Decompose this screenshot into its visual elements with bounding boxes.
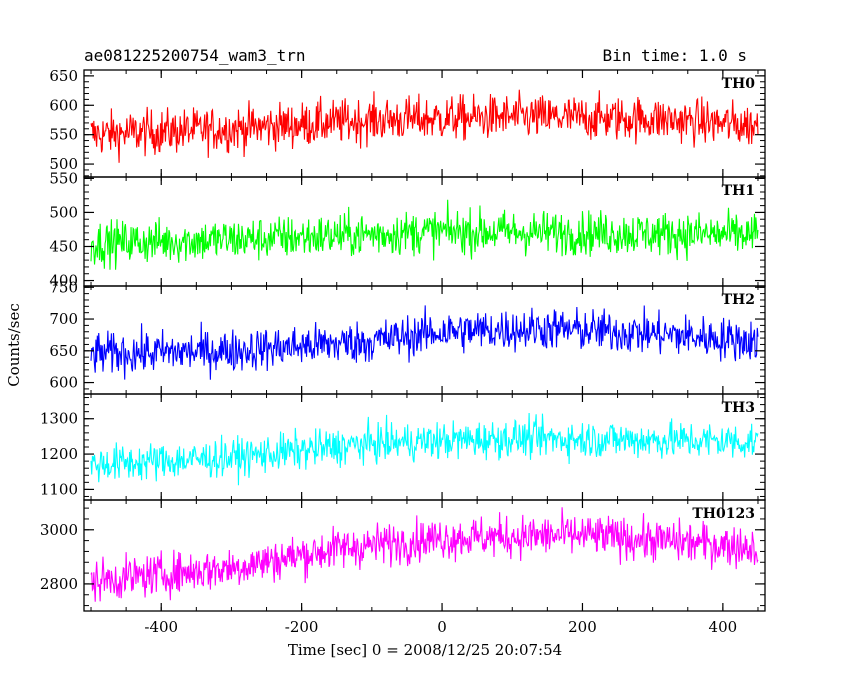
bin-time-label: Bin time: 1.0 s (603, 46, 748, 65)
panel-frame-th0123 (83, 499, 766, 612)
y-tick-label: 1200 (40, 445, 78, 463)
panel-label-th0123: TH0123 (692, 506, 755, 522)
y-tick-label: 2800 (40, 575, 78, 593)
x-tick-label: 0 (437, 618, 447, 636)
panel-label-th2: TH2 (722, 292, 755, 308)
x-tick-label: 400 (709, 618, 738, 636)
panel-label-th3: TH3 (722, 400, 755, 416)
y-axis-label: Counts/sec (5, 303, 23, 387)
y-tick-label: 1300 (40, 410, 78, 428)
series-line-th0123 (90, 507, 759, 602)
y-tick-label: 550 (49, 169, 78, 187)
x-tick-label: -200 (285, 618, 319, 636)
series-line-th0 (90, 89, 759, 163)
y-tick-label: 500 (49, 203, 78, 221)
y-tick-label: 750 (49, 278, 78, 296)
series-line-th2 (90, 305, 759, 380)
x-tick-label: -400 (144, 618, 178, 636)
y-tick-label: 400 (49, 272, 78, 290)
y-tick-label: 700 (49, 310, 78, 328)
y-tick-label: 3000 (40, 521, 78, 539)
panel-label-th1: TH1 (722, 183, 755, 199)
x-tick-label: 200 (568, 618, 597, 636)
series-line-th3 (90, 413, 759, 486)
y-tick-label: 600 (49, 96, 78, 114)
y-tick-label: 1100 (40, 480, 78, 498)
y-tick-label: 450 (49, 237, 78, 255)
series-line-th1 (90, 199, 759, 270)
y-tick-label: 550 (49, 126, 78, 144)
y-tick-label: 650 (49, 67, 78, 85)
panel-label-th0: TH0 (722, 76, 756, 92)
x-axis-label: Time [sec] 0 = 2008/12/25 20:07:54 (288, 641, 562, 659)
y-tick-label: 600 (49, 374, 78, 392)
y-tick-label: 650 (49, 342, 78, 360)
observation-id-label: ae081225200754_wam3_trn (84, 46, 306, 65)
y-tick-label: 500 (49, 155, 78, 173)
